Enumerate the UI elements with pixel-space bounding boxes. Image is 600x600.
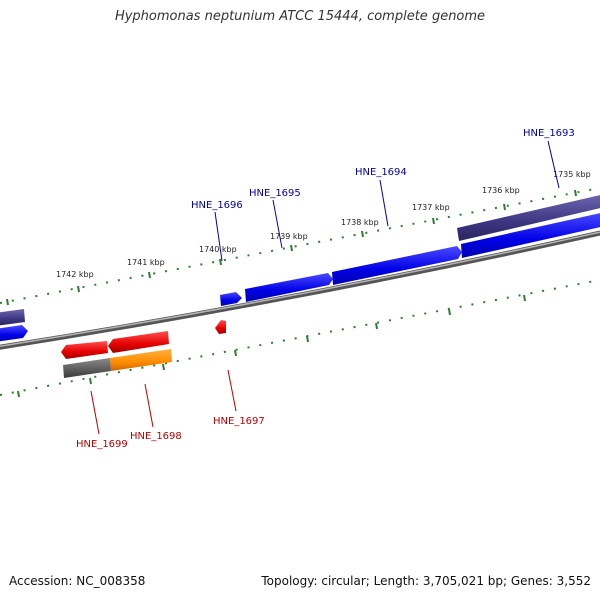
label-hne-1699[interactable]: HNE_1699 [76, 439, 128, 450]
gene-hne-1694[interactable] [332, 246, 462, 285]
scale-tick [306, 335, 309, 343]
scale-tick [77, 285, 80, 293]
slate-feature[interactable] [457, 194, 600, 241]
topology-summary-text: Topology: circular; Length: 3,705,021 bp… [261, 574, 591, 588]
scale-label-1738: 1738 kbp [341, 218, 379, 227]
scale-tick [6, 298, 9, 306]
forward-label-leaders [214, 140, 560, 262]
genome-backbone [0, 230, 600, 350]
gene-hne-1697[interactable] [215, 320, 226, 334]
scale-label-1742: 1742 kbp [56, 270, 94, 279]
label-hne-1693[interactable]: HNE_1693 [523, 128, 575, 139]
scale-major-ticks-lower [17, 294, 526, 398]
gene-hne-1696[interactable] [220, 292, 242, 306]
gene-hne-1695[interactable] [245, 273, 333, 302]
scale-label-1735: 1735 kbp [553, 170, 591, 179]
leader-hne-1695 [272, 199, 283, 249]
scale-tick [523, 294, 526, 302]
leader-hne-1699 [90, 390, 100, 435]
scale-label-1736: 1736 kbp [482, 186, 520, 195]
scale-tick [219, 258, 222, 266]
scale-label-1737: 1737 kbp [412, 203, 450, 212]
scale-tick [375, 322, 378, 330]
leader-hne-1698 [144, 383, 154, 428]
scale-tick [17, 390, 20, 398]
scale-tick [89, 377, 92, 385]
reverse-label-leaders [90, 369, 237, 435]
scale-tick [234, 349, 237, 357]
gene-hne-1693[interactable] [461, 212, 600, 258]
orange-feature[interactable] [110, 349, 172, 371]
scale-tick [361, 230, 364, 238]
label-hne-1697[interactable]: HNE_1697 [213, 416, 265, 427]
label-hne-1694[interactable]: HNE_1694 [355, 167, 407, 178]
scale-tick [162, 363, 165, 371]
gene-hne-1698[interactable] [108, 331, 169, 353]
scale-tick [574, 189, 577, 197]
gene-left-edge[interactable] [0, 325, 28, 342]
leader-hne-1697 [227, 369, 237, 412]
label-hne-1698[interactable]: HNE_1698 [130, 431, 182, 442]
label-hne-1696[interactable]: HNE_1696 [191, 200, 243, 211]
label-hne-1695[interactable]: HNE_1695 [249, 188, 301, 199]
genome-backbone-highlight [0, 231, 600, 347]
scale-label-1741: 1741 kbp [127, 258, 165, 267]
scale-major-ticks [6, 189, 577, 306]
leader-hne-1693 [547, 140, 560, 189]
scale-tick [290, 244, 293, 252]
scale-tick [448, 308, 451, 316]
leader-hne-1694 [379, 179, 389, 227]
scale-label-1740: 1740 kbp [199, 245, 237, 254]
scale-tick [432, 217, 435, 225]
scale-label-1739: 1739 kbp [270, 232, 308, 241]
gene-hne-1699[interactable] [61, 341, 108, 359]
genome-title: Hyphomonas neptunium ATCC 15444, complet… [114, 9, 486, 24]
leader-hne-1696 [214, 211, 223, 262]
gray-feature[interactable] [63, 358, 111, 378]
slate-feature-left[interactable] [0, 309, 25, 326]
scale-tick [148, 271, 151, 279]
reverse-strand-features [61, 320, 226, 378]
scale-tick [503, 203, 506, 211]
accession-text: Accession: NC_008358 [9, 574, 146, 588]
forward-strand-features [0, 194, 600, 342]
